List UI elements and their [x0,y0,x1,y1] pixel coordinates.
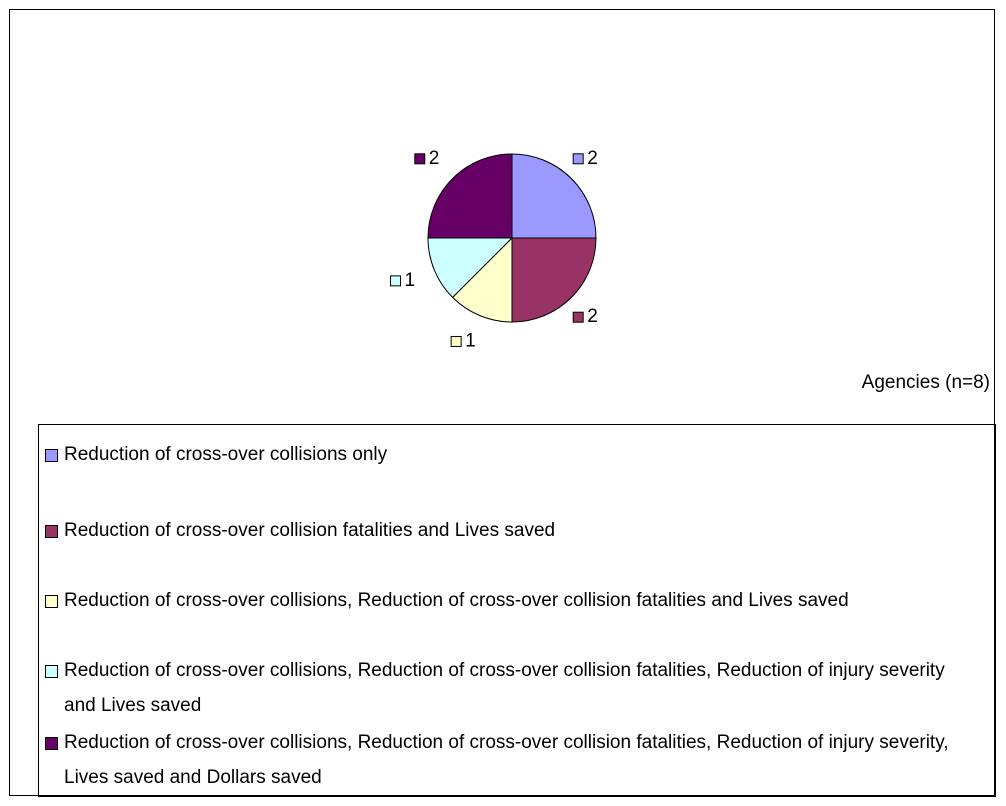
pie-slice [427,153,513,239]
value-label: 1 [465,330,476,351]
pie-slice [511,153,597,239]
label-swatch [572,153,584,165]
value-label: 2 [429,148,440,169]
legend-item: Reduction of cross-over collisions only [45,437,975,472]
annotation: Agencies (n=8) [862,372,990,393]
label-swatch [414,153,426,165]
legend-label: Reduction of cross-over collisions, Redu… [64,660,945,716]
legend-swatch [45,595,58,608]
value-label: 2 [587,148,598,169]
legend-item: Reduction of cross-over collisions, Redu… [45,725,975,795]
label-swatch [450,335,462,347]
pie-slice [427,237,514,299]
legend-item: Reduction of cross-over collisions, Redu… [45,653,975,723]
legend: Reduction of cross-over collisions only R… [38,424,996,797]
legend-label: Reduction of cross-over collisions only [64,444,388,465]
label-swatch [390,275,402,287]
legend-label: Reduction of cross-over collisions, Redu… [64,590,849,611]
chart-frame [9,9,995,796]
pie-slice [451,236,513,323]
legend-swatch [45,737,58,750]
legend-item: Reduction of cross-over collisions, Redu… [45,583,975,618]
legend-swatch [45,449,58,462]
pie-slice [511,237,597,323]
legend-item: Reduction of cross-over collision fatali… [45,513,975,548]
legend-label: Reduction of cross-over collisions, Redu… [64,732,949,788]
label-swatch [572,311,584,323]
legend-label: Reduction of cross-over collision fatali… [64,520,556,541]
legend-swatch [45,665,58,678]
legend-swatch [45,525,58,538]
value-label: 2 [587,306,598,327]
value-label: 1 [405,270,416,291]
